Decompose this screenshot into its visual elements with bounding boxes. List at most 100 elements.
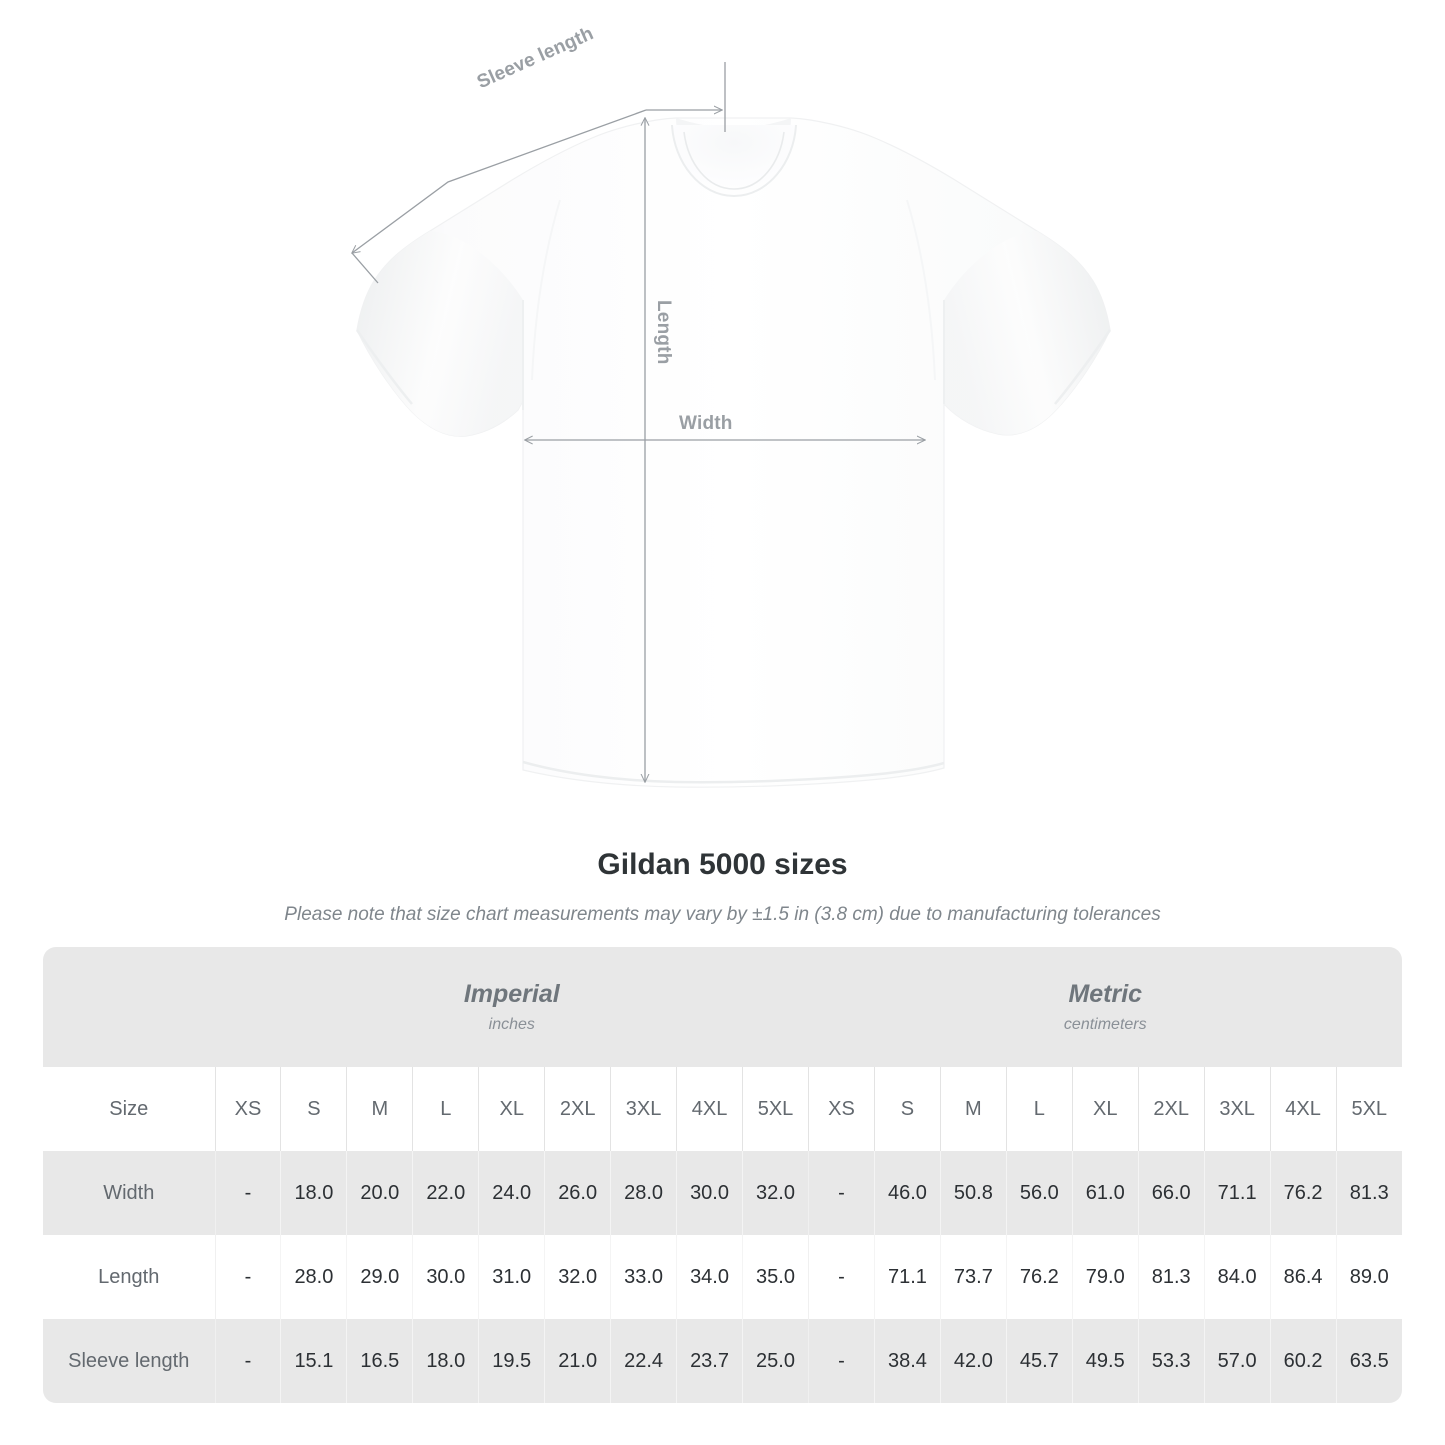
tshirt-measurement-diagram: Sleeve length Length Width [0,23,1112,788]
length-label: Length [653,300,674,365]
size-header-imperial-2xl: 2XL [544,1067,611,1151]
right-cuff [1054,329,1112,405]
cell-length-metric-2xl: 81.3 [1137,1235,1205,1319]
cell-width-imperial-xl: 24.0 [478,1151,545,1235]
cell-width-metric-4xl: 76.2 [1269,1151,1337,1235]
cell-length-metric-s: 71.1 [873,1235,941,1319]
size-chart-table-wrap: Imperial inches Metric centimeters Size XS S M L… [43,947,1402,1403]
cell-sleeve-length-metric-xs: - [808,1319,875,1403]
cell-sleeve-length-metric-s: 38.4 [873,1319,941,1403]
size-column-header: Size [43,1067,215,1151]
cell-width-imperial-l: 22.0 [412,1151,479,1235]
cell-width-imperial-m: 20.0 [346,1151,413,1235]
cell-sleeve-length-metric-xl: 49.5 [1071,1319,1139,1403]
cell-length-imperial-5xl: 35.0 [741,1235,809,1319]
cell-length-metric-m: 73.7 [939,1235,1007,1319]
cell-sleeve-length-metric-3xl: 57.0 [1203,1319,1271,1403]
cell-width-imperial-3xl: 28.0 [610,1151,677,1235]
row-label-length: Length [43,1235,215,1319]
cell-width-metric-xl: 61.0 [1071,1151,1139,1235]
cell-length-imperial-l: 30.0 [412,1235,479,1319]
cell-length-metric-3xl: 84.0 [1203,1235,1271,1319]
row-label-width: Width [43,1151,215,1235]
size-header-imperial-xl: XL [478,1067,545,1151]
cell-width-metric-2xl: 66.0 [1137,1151,1205,1235]
size-header-imperial-l: L [412,1067,479,1151]
chart-title-block: Gildan 5000 sizes Please note that size … [0,845,1445,928]
cell-sleeve-length-imperial-4xl: 23.7 [676,1319,743,1403]
cell-width-imperial-xs: - [214,1151,281,1235]
cell-sleeve-length-imperial-s: 15.1 [280,1319,347,1403]
cell-sleeve-length-imperial-5xl: 25.0 [741,1319,809,1403]
collar-ribbing [671,124,797,198]
left-cuff [355,329,413,405]
unit-banner-spacer [43,947,215,1067]
right-shoulder-fold [906,199,936,381]
row-label-sleeve-length: Sleeve length [43,1319,215,1403]
cell-sleeve-length-metric-5xl: 63.5 [1335,1319,1402,1403]
cell-length-imperial-m: 29.0 [346,1235,413,1319]
cell-length-metric-xs: - [808,1235,875,1319]
size-header-imperial-xs: XS [214,1067,281,1151]
size-header-metric-l: L [1005,1067,1073,1151]
left-shoulder-fold [531,199,561,381]
cell-length-imperial-xl: 31.0 [478,1235,545,1319]
size-header-metric-s: S [873,1067,941,1151]
sleeve-length-arrow [352,109,647,253]
cell-width-metric-5xl: 81.3 [1335,1151,1402,1235]
cell-length-imperial-3xl: 33.0 [610,1235,677,1319]
cell-sleeve-length-imperial-m: 16.5 [346,1319,413,1403]
size-header-imperial-5xl: 5XL [741,1067,809,1151]
width-label: Width [679,413,733,434]
tolerance-note: Please note that size chart measurements… [284,904,1161,925]
cell-width-metric-s: 46.0 [873,1151,941,1235]
cell-width-imperial-s: 18.0 [280,1151,347,1235]
unit-group-sub: centimeters [1063,1015,1147,1033]
tshirt-illustration [0,62,1112,788]
cell-length-metric-5xl: 89.0 [1335,1235,1402,1319]
size-header-metric-5xl: 5XL [1335,1067,1402,1151]
bottom-hem [522,760,945,784]
unit-banner-row: Imperial inches Metric centimeters [43,947,1402,1067]
size-chart-table: Imperial inches Metric centimeters Size XS S M L… [43,947,1402,1403]
cell-width-metric-3xl: 71.1 [1203,1151,1271,1235]
cell-length-metric-xl: 79.0 [1071,1235,1139,1319]
unit-group-sub: inches [488,1015,535,1033]
cell-sleeve-length-imperial-xs: - [214,1319,281,1403]
unit-group-name: Imperial [463,979,560,1008]
size-header-metric-xs: XS [808,1067,875,1151]
unit-group-metric: Metric centimeters [808,947,1402,1067]
cell-sleeve-length-imperial-l: 18.0 [412,1319,479,1403]
cell-width-metric-l: 56.0 [1005,1151,1073,1235]
size-header-imperial-4xl: 4XL [676,1067,743,1151]
cell-sleeve-length-imperial-xl: 19.5 [478,1319,545,1403]
table-row: Sleeve length -15.1 16.5 18.0 19.5 21.0 22.4 23… [43,1319,1402,1403]
sleeve-length-tick [351,252,379,284]
size-header-imperial-s: S [280,1067,347,1151]
cell-length-imperial-s: 28.0 [280,1235,347,1319]
cell-length-imperial-2xl: 32.0 [544,1235,611,1319]
shirt-body-path [356,117,1111,788]
unit-group-name: Metric [1068,979,1143,1008]
unit-group-imperial: Imperial inches [215,947,809,1067]
left-sleeve [357,231,523,437]
cell-width-imperial-5xl: 32.0 [741,1151,809,1235]
cell-length-metric-l: 76.2 [1005,1235,1073,1319]
cell-length-metric-4xl: 86.4 [1269,1235,1337,1319]
cell-sleeve-length-imperial-2xl: 21.0 [544,1319,611,1403]
size-header-metric-4xl: 4XL [1269,1067,1337,1151]
cell-width-imperial-2xl: 26.0 [544,1151,611,1235]
cell-sleeve-length-metric-m: 42.0 [939,1319,1007,1403]
table-row: Width -18.0 20.0 22.0 24.0 26.0 28.0 30.0 32.0-4… [43,1151,1402,1235]
table-row: Length -28.0 29.0 30.0 31.0 32.0 33.0 34.0 35.0-… [43,1235,1402,1319]
size-header-metric-xl: XL [1071,1067,1139,1151]
size-header-metric-m: M [939,1067,1007,1151]
page-title: Gildan 5000 sizes [597,848,848,881]
cell-sleeve-length-metric-4xl: 60.2 [1269,1319,1337,1403]
shirt-silhouette [355,117,1112,788]
cell-length-imperial-xs: - [214,1235,281,1319]
cell-sleeve-length-metric-l: 45.7 [1005,1319,1073,1403]
cell-width-imperial-4xl: 30.0 [676,1151,743,1235]
size-header-metric-2xl: 2XL [1137,1067,1205,1151]
cell-width-metric-xs: - [808,1151,875,1235]
